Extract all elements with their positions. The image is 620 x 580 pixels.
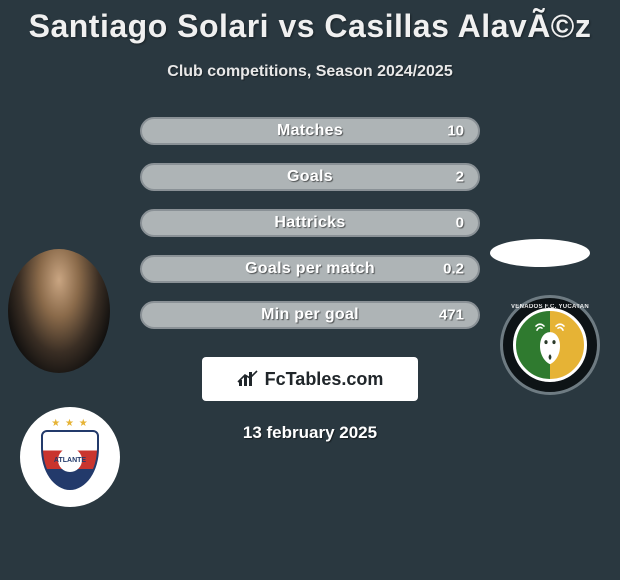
comparison-panel: ★ ★ ★ ATLANTE VENADOS F.C. YUCATAN Match… [0,117,620,443]
club-right-badge: VENADOS F.C. YUCATAN [500,295,600,395]
stat-row-mpg: Min per goal 471 [140,301,480,329]
stat-value-right: 0 [456,215,464,232]
watermark: FcTables.com [202,357,418,401]
stat-row-hattricks: Hattricks 0 [140,209,480,237]
stat-label: Hattricks [274,214,345,232]
watermark-text: FcTables.com [265,369,384,390]
stat-label: Min per goal [261,306,359,324]
stat-row-goals: Goals 2 [140,163,480,191]
stat-label: Goals per match [245,260,375,278]
stat-value-right: 0.2 [443,261,464,278]
club-left-badge: ★ ★ ★ ATLANTE [20,407,120,507]
shield-icon: ATLANTE [41,430,99,490]
stat-value-right: 2 [456,169,464,186]
stat-label: Matches [277,122,343,140]
club-left-name: ATLANTE [58,448,82,472]
stat-label: Goals [287,168,333,186]
player-left-photo [8,249,110,373]
player-right-photo [490,239,590,267]
subtitle: Club competitions, Season 2024/2025 [0,63,620,81]
stat-value-right: 10 [447,123,464,140]
bar-chart-icon [237,370,259,388]
star-icon: ★ ★ ★ [41,418,99,429]
stat-value-right: 471 [439,307,464,324]
page-title: Santiago Solari vs Casillas AlavÃ©z [0,0,620,45]
stat-row-matches: Matches 10 [140,117,480,145]
stat-row-gpm: Goals per match 0.2 [140,255,480,283]
deer-icon [532,322,568,366]
